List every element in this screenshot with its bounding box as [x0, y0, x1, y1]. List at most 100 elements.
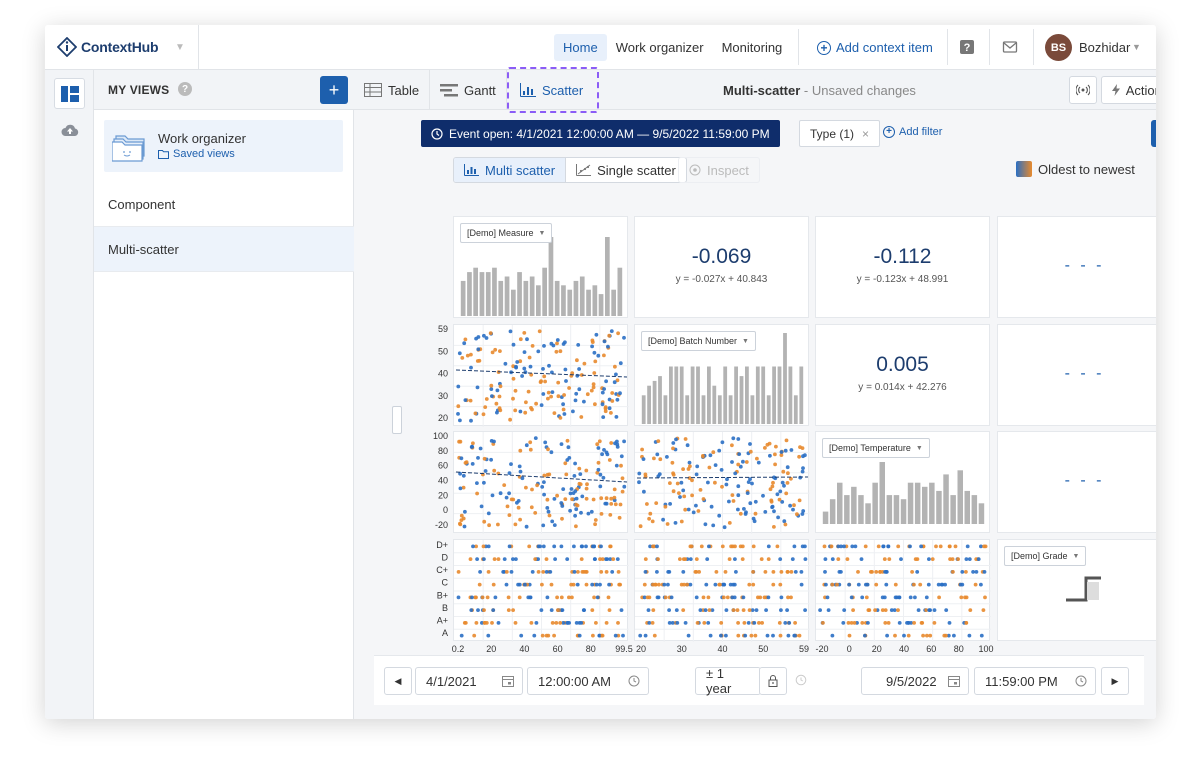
sidebar-item-multi-scatter[interactable]: Multi-scatter — [94, 227, 354, 272]
scatter-point — [940, 582, 945, 587]
scatter-point — [492, 557, 497, 561]
color-order-legend[interactable]: Oldest to newest — [1016, 161, 1135, 177]
variable-select-grade[interactable]: [Demo] Grade ▼ — [1004, 546, 1087, 566]
add-view-button[interactable]: + — [320, 76, 348, 104]
multi-scatter-button[interactable]: Multi scatter — [454, 158, 566, 182]
scatter-point — [919, 544, 923, 549]
scatter-point — [565, 557, 570, 561]
scatter-temp-vs-batch[interactable] — [634, 431, 810, 534]
scatter-point — [836, 557, 841, 561]
histogram-bar — [679, 366, 684, 424]
variable-select-temperature[interactable]: [Demo] Temperature ▼ — [822, 438, 930, 458]
scatter-grade-vs-temp[interactable] — [815, 539, 991, 642]
start-date-field[interactable]: 4/1/2021 — [415, 667, 523, 695]
correlation-cell[interactable]: -0.112 y = -0.123x + 48.991 — [815, 216, 990, 318]
histogram-bar — [907, 482, 914, 524]
scatter-point — [746, 480, 751, 484]
scatter-point — [725, 595, 730, 600]
scatter-point — [701, 454, 705, 458]
history-icon[interactable] — [795, 674, 807, 689]
scatter-point — [859, 557, 864, 561]
nav-home[interactable]: Home — [554, 34, 607, 61]
tab-table[interactable]: Table — [354, 70, 431, 110]
scatter-point — [694, 557, 699, 561]
scatter-point — [516, 582, 520, 587]
inspect-button[interactable]: Inspect — [678, 157, 760, 183]
scatter-grade-vs-batch[interactable] — [634, 539, 810, 642]
sidebar-item-component[interactable]: Component — [94, 182, 354, 227]
work-organizer-card[interactable]: Work organizer Saved views — [104, 120, 343, 172]
range-span-button[interactable]: ± 1 year — [695, 666, 761, 696]
scatter-point — [543, 440, 548, 445]
settings-button[interactable] — [1151, 120, 1156, 147]
scatter-grade-vs-measure[interactable] — [453, 539, 629, 642]
scatter-point — [769, 499, 774, 504]
scatter-point — [822, 544, 827, 549]
live-mode-button[interactable] — [1069, 76, 1097, 104]
scatter-point — [778, 489, 783, 494]
scatter-point — [460, 356, 465, 360]
end-time-field[interactable]: 11:59:00 PM — [974, 667, 1096, 695]
scatter-point — [552, 411, 557, 415]
scatter-point — [491, 608, 496, 612]
scatter-point — [586, 511, 591, 516]
scatter-point — [461, 473, 466, 478]
close-icon[interactable]: × — [862, 126, 870, 141]
nav-monitoring[interactable]: Monitoring — [721, 40, 783, 55]
regression-equation: y = -0.027x + 40.843 — [675, 274, 768, 285]
actions-button[interactable]: Actions ▼ — [1101, 76, 1156, 104]
scatter-point — [799, 582, 804, 587]
scatter-point — [574, 391, 579, 396]
scatter-point — [614, 463, 619, 468]
tab-scatter[interactable]: Scatter — [510, 70, 593, 110]
scatter-point — [570, 595, 574, 600]
type-filter-chip[interactable]: Type (1) × — [799, 120, 881, 147]
help-icon[interactable]: ? — [959, 39, 975, 55]
scatter-point — [614, 372, 618, 377]
scatter-point — [711, 450, 716, 455]
views-rail-button[interactable] — [54, 78, 85, 109]
add-context-item-button[interactable]: + Add context item — [817, 40, 933, 55]
scatter-point — [579, 557, 584, 561]
scatter-point — [462, 341, 467, 346]
scatter-point — [541, 544, 546, 549]
start-time-field[interactable]: 12:00:00 AM — [527, 667, 649, 695]
scatter-point — [618, 582, 622, 587]
scatter-point — [616, 621, 620, 625]
scatter-point — [493, 595, 498, 600]
question-circle-icon[interactable]: ? — [178, 82, 192, 96]
event-open-filter[interactable]: Event open: 4/1/2021 12:00:00 AM — 9/5/2… — [421, 120, 780, 147]
sidebar-resize-handle[interactable] — [392, 406, 402, 434]
scatter-point — [783, 522, 788, 527]
scatter-temp-vs-measure[interactable] — [453, 431, 629, 534]
scatter-point — [570, 497, 574, 502]
scatter-point — [612, 495, 617, 500]
app-logo[interactable]: ContextHub — [57, 37, 159, 57]
end-date-field[interactable]: 9/5/2022 — [861, 667, 969, 695]
app-switcher-chevron-icon[interactable]: ▼ — [175, 42, 185, 53]
lock-range-button[interactable] — [759, 667, 787, 695]
user-menu-chevron-icon[interactable]: ▼ — [1132, 42, 1141, 52]
next-range-button[interactable]: ▶ — [1101, 667, 1129, 695]
mail-icon[interactable] — [1002, 39, 1018, 55]
single-scatter-button[interactable]: Single scatter — [565, 158, 686, 182]
previous-range-button[interactable]: ◀ — [384, 667, 412, 695]
nav-work-organizer[interactable]: Work organizer — [615, 40, 704, 55]
scatter-point — [913, 595, 917, 600]
histogram-bar — [922, 486, 928, 524]
user-name[interactable]: Bozhidar — [1079, 40, 1131, 55]
cloud-rail-button[interactable] — [54, 114, 85, 145]
scatter-point — [768, 453, 772, 458]
add-filter-button[interactable]: + Add filter — [883, 126, 942, 138]
scatter-batch-vs-measure[interactable] — [453, 324, 629, 427]
variable-select-measure[interactable]: [Demo] Measure ▼ — [460, 223, 553, 243]
broadcast-icon — [1076, 84, 1090, 96]
saved-views-link[interactable]: Saved views — [158, 148, 235, 160]
correlation-cell[interactable]: 0.005 y = 0.014x + 42.276 — [815, 324, 990, 426]
tab-gantt[interactable]: Gantt — [430, 70, 507, 110]
scatter-point — [706, 621, 711, 625]
correlation-cell[interactable]: -0.069 y = -0.027x + 40.843 — [634, 216, 809, 318]
user-avatar[interactable]: BS — [1045, 34, 1072, 61]
variable-select-batch[interactable]: [Demo] Batch Number ▼ — [641, 331, 756, 351]
scatter-point — [793, 570, 798, 574]
